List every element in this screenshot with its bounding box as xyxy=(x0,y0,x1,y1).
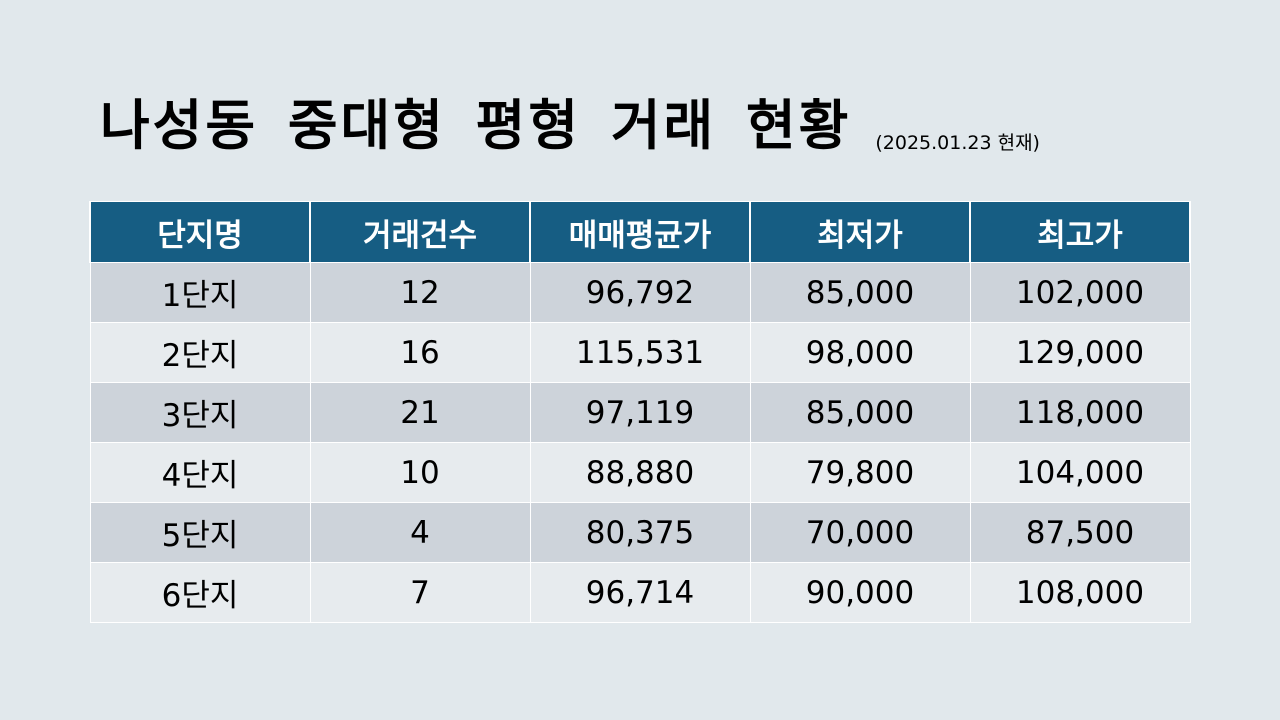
cell-lowest-price: 90,000 xyxy=(749,562,971,623)
cell-average-price: 80,375 xyxy=(529,502,751,563)
slide-title: 나성동 중대형 평형 거래 현황 xyxy=(100,94,852,157)
cell-lowest-price: 85,000 xyxy=(749,382,971,443)
cell-transaction-count: 10 xyxy=(309,442,531,503)
cell-average-price: 115,531 xyxy=(529,322,751,383)
header-average-price: 매매평균가 xyxy=(529,201,751,263)
table-row: 3단지 21 97,119 85,000 118,000 xyxy=(89,382,1191,443)
cell-complex-name: 3단지 xyxy=(89,382,311,443)
slide-subtitle-date: (2025.01.23 현재) xyxy=(875,132,1040,154)
cell-average-price: 96,714 xyxy=(529,562,751,623)
header-highest-price: 최고가 xyxy=(969,201,1191,263)
cell-complex-name: 1단지 xyxy=(89,262,311,323)
cell-average-price: 96,792 xyxy=(529,262,751,323)
cell-average-price: 88,880 xyxy=(529,442,751,503)
table-row: 4단지 10 88,880 79,800 104,000 xyxy=(89,442,1191,503)
cell-complex-name: 2단지 xyxy=(89,322,311,383)
cell-highest-price: 87,500 xyxy=(969,502,1191,563)
table-header-row: 단지명 거래건수 매매평균가 최저가 최고가 xyxy=(89,201,1191,263)
cell-transaction-count: 21 xyxy=(309,382,531,443)
cell-average-price: 97,119 xyxy=(529,382,751,443)
cell-highest-price: 104,000 xyxy=(969,442,1191,503)
cell-lowest-price: 79,800 xyxy=(749,442,971,503)
cell-transaction-count: 4 xyxy=(309,502,531,563)
cell-lowest-price: 98,000 xyxy=(749,322,971,383)
header-lowest-price: 최저가 xyxy=(749,201,971,263)
title-area: 나성동 중대형 평형 거래 현황 (2025.01.23 현재) xyxy=(100,88,1040,164)
cell-transaction-count: 12 xyxy=(309,262,531,323)
cell-highest-price: 118,000 xyxy=(969,382,1191,443)
cell-lowest-price: 70,000 xyxy=(749,502,971,563)
cell-complex-name: 6단지 xyxy=(89,562,311,623)
table-row: 2단지 16 115,531 98,000 129,000 xyxy=(89,322,1191,383)
header-complex-name: 단지명 xyxy=(89,201,311,263)
cell-transaction-count: 7 xyxy=(309,562,531,623)
transaction-table: 단지명 거래건수 매매평균가 최저가 최고가 1단지 12 96,792 85,… xyxy=(89,201,1191,623)
cell-highest-price: 108,000 xyxy=(969,562,1191,623)
header-transaction-count: 거래건수 xyxy=(309,201,531,263)
table-row: 6단지 7 96,714 90,000 108,000 xyxy=(89,562,1191,623)
cell-lowest-price: 85,000 xyxy=(749,262,971,323)
table-row: 1단지 12 96,792 85,000 102,000 xyxy=(89,262,1191,323)
table-row: 5단지 4 80,375 70,000 87,500 xyxy=(89,502,1191,563)
cell-complex-name: 4단지 xyxy=(89,442,311,503)
cell-transaction-count: 16 xyxy=(309,322,531,383)
cell-highest-price: 102,000 xyxy=(969,262,1191,323)
cell-complex-name: 5단지 xyxy=(89,502,311,563)
cell-highest-price: 129,000 xyxy=(969,322,1191,383)
